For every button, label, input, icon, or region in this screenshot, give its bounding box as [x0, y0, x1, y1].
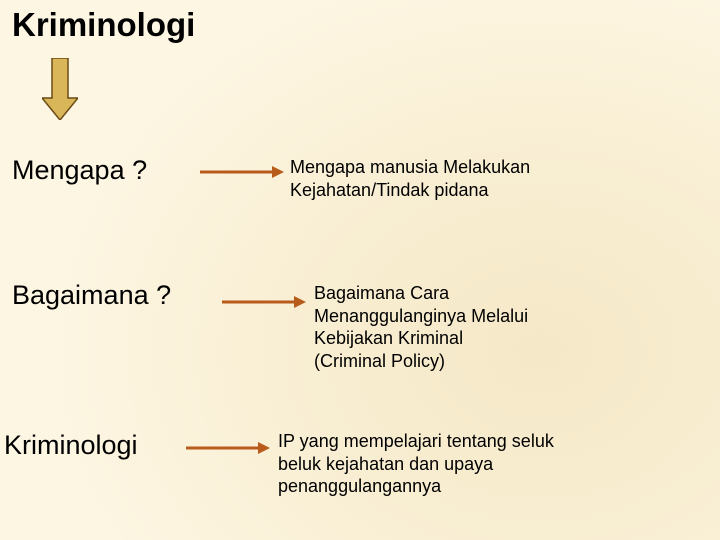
question-bagaimana: Bagaimana ? [12, 280, 171, 311]
slide-title: Kriminologi [12, 6, 195, 44]
answer-mengapa: Mengapa manusia MelakukanKejahatan/Tinda… [290, 156, 530, 201]
down-arrow-icon [42, 58, 78, 120]
term-kriminologi: Kriminologi [4, 430, 138, 461]
right-arrow-icon [200, 162, 286, 182]
right-arrow-icon [222, 292, 308, 312]
question-mengapa: Mengapa ? [12, 155, 147, 186]
right-arrow-icon [186, 438, 272, 458]
definition-kriminologi: IP yang mempelajari tentang selukbeluk k… [278, 430, 554, 498]
answer-bagaimana: Bagaimana CaraMenanggulanginya MelaluiKe… [314, 282, 528, 372]
